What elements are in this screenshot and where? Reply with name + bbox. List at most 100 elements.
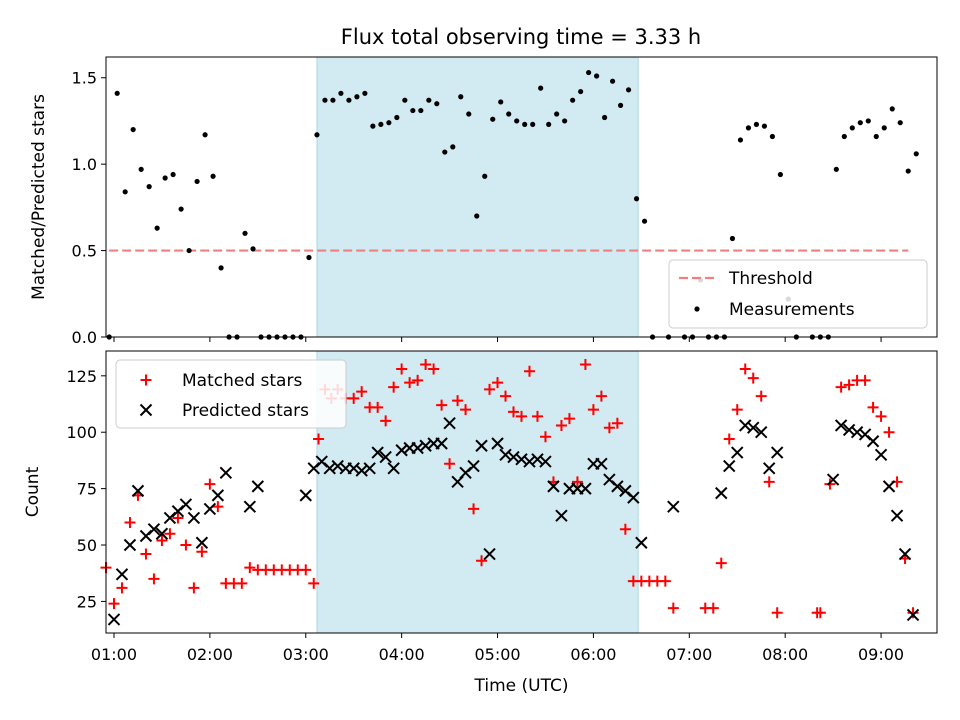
matched-star-point [420, 359, 432, 371]
measurement-point [242, 230, 248, 236]
matched-star-point [380, 415, 392, 427]
matched-star-point [108, 598, 120, 610]
predicted-star-point [203, 502, 217, 516]
measurement-point [338, 90, 344, 96]
legend-threshold-label: Threshold [728, 269, 813, 289]
matched-star-point [843, 379, 855, 391]
matched-star-point [313, 433, 325, 445]
predicted-star-point [195, 536, 209, 549]
predicted-star-point [499, 448, 512, 461]
matched-star-point [148, 573, 160, 585]
ratio-axes-frame [105, 56, 938, 338]
count-x-tick-label: 01:00 [91, 645, 137, 664]
matched-star-point [452, 395, 464, 407]
predicted-star-point [531, 453, 544, 466]
measurement-point [466, 111, 472, 117]
predicted-star-point [331, 459, 344, 473]
predicted-star-point [323, 462, 336, 475]
matched-star-point [460, 404, 472, 416]
predicted-star-point [611, 480, 624, 493]
ratio-y-tick-label: 1.0 [72, 155, 97, 174]
predicted-star-point [834, 419, 848, 432]
predicted-star-point [179, 498, 193, 511]
predicted-star-point [547, 480, 560, 493]
measurement-point [410, 107, 416, 114]
legend-measurements-swatch [694, 306, 700, 312]
measurement-point [154, 225, 160, 231]
ratio-y-tick-label: 0.0 [72, 328, 97, 347]
predicted-star-point [906, 608, 920, 622]
measurement-point [170, 171, 176, 178]
matched-star-point [747, 372, 759, 384]
measurement-point [162, 175, 168, 181]
measurement-point [769, 133, 775, 140]
count-x-ticks: 01:00 02:00 03:00 04:00 05:00 06:00 07:00 08:00… [91, 633, 904, 664]
predicted-star-point [123, 538, 137, 552]
matched-star-point [308, 577, 320, 589]
count-x-tick-label: 02:00 [187, 645, 233, 664]
matched-star-point [587, 404, 599, 416]
measurement-point [594, 73, 600, 79]
ratio-x-ticks [113, 337, 882, 342]
predicted-star-point [523, 455, 536, 468]
measurement-point [378, 121, 384, 128]
count-x-tick-label: 04:00 [379, 645, 425, 664]
predicted-star-point [515, 453, 528, 466]
legend-predicted-swatch [139, 403, 153, 417]
predicted-star-point [435, 437, 448, 450]
matched-star-point [468, 503, 480, 515]
predicted-star-point [826, 473, 840, 486]
matched-star-point [723, 433, 735, 445]
matched-star-point [579, 359, 591, 371]
measurement-point [482, 173, 488, 179]
legend-measurements-label: Measurements [729, 300, 855, 320]
measurement-point [394, 114, 400, 121]
matched-star-point [140, 548, 152, 560]
measurement-point [210, 173, 216, 179]
ratio-y-tick-label: 0.5 [72, 242, 97, 261]
measurement-point [889, 106, 895, 112]
predicted-star-point [723, 459, 736, 473]
measurement-point [130, 126, 136, 133]
legend-matched-swatch [140, 374, 152, 386]
measurement-point [330, 97, 336, 103]
matched-star-point [348, 392, 360, 404]
measurement-point [625, 87, 632, 93]
measurement-point [897, 120, 903, 126]
predicted-star-point [850, 426, 864, 439]
measurement-point [218, 265, 224, 271]
matched-star-point [484, 383, 496, 395]
ratio-y-tick-label: 1.5 [72, 69, 97, 88]
measurement-point [737, 137, 744, 143]
measurement-point [322, 97, 328, 103]
measurement-point [498, 99, 504, 105]
count-y-tick-label: 25 [77, 592, 97, 611]
measurement-point [250, 246, 256, 252]
matched-star-point [771, 607, 783, 619]
predicted-star-point [898, 547, 912, 561]
matched-star-point [739, 363, 751, 375]
predicted-star-point [882, 480, 896, 493]
measurement-point [913, 151, 919, 157]
measurement-point [306, 254, 312, 261]
matched-star-point [244, 562, 256, 574]
count-x-tick-label: 08:00 [762, 645, 808, 664]
matched-star-point [611, 417, 623, 429]
matched-star-point [531, 410, 543, 422]
predicted-star-point [443, 416, 456, 430]
predicted-star-point [347, 462, 360, 475]
measurement-point [122, 189, 128, 195]
ratio-shaded-band [316, 56, 639, 338]
matched-star-point [492, 377, 504, 389]
count-x-tick-label: 05:00 [474, 645, 520, 664]
measurement-point [418, 107, 424, 114]
matched-star-point [516, 410, 527, 422]
matched-star-point [436, 399, 448, 411]
measurement-point [474, 213, 480, 219]
measurement-point [362, 90, 368, 96]
count-axes-frame [105, 350, 938, 634]
matched-star-point [172, 512, 184, 524]
predicted-star-point [739, 419, 752, 432]
matched-star-point [667, 602, 679, 614]
